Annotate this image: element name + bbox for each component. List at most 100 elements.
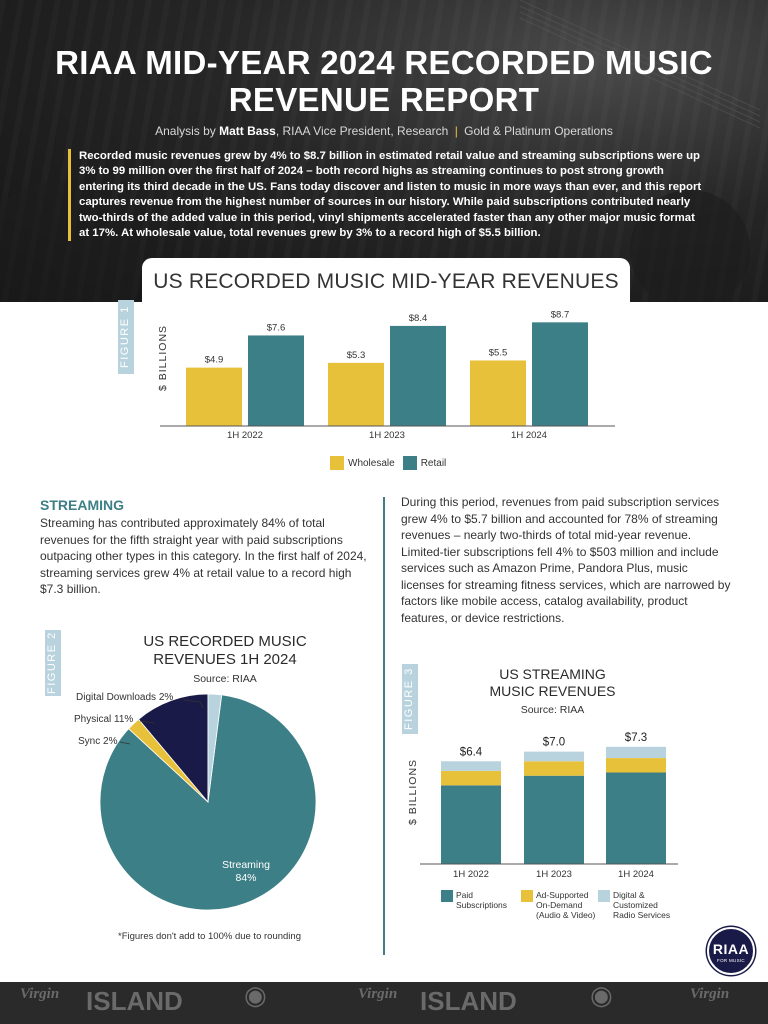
- footer-logo-island-1: ISLAND: [86, 986, 183, 1016]
- pie-label-streaming-name: Streaming: [222, 859, 270, 871]
- figure3-title-line1: US STREAMING: [499, 666, 606, 682]
- figure1-legend: Wholesale Retail: [330, 455, 446, 471]
- legend-swatch-ad-supported: [521, 890, 533, 902]
- leader-line-digital-downloads: [183, 699, 204, 709]
- bar-wholesale-1h-2022: [186, 367, 242, 426]
- legend-label-ad-supported: Ad-Supported On-Demand (Audio & Video): [536, 890, 595, 920]
- footer-logo-island-2: ISLAND: [420, 986, 517, 1016]
- stacked-bar-digital-customized-radio-services-1h-2023: [524, 751, 584, 762]
- bar-wholesale-1h-2024: [470, 360, 526, 426]
- footer-logo-virgin-1: Virgin: [20, 986, 60, 1002]
- figure3-title: US STREAMING MUSIC REVENUES: [440, 666, 665, 700]
- author-role: , RIAA Vice President, Research: [275, 124, 452, 138]
- bar-retail-1h-2024: [532, 322, 588, 426]
- legend-item-ad-supported: Ad-Supported On-Demand (Audio & Video): [521, 890, 595, 920]
- subscription-paragraph: During this period, revenues from paid s…: [401, 495, 731, 625]
- figure3-stacked-bar-chart: $6.4 1H 2022 $7.0 1H 2023 $7.3 1H 2024: [420, 732, 678, 880]
- pie-label-physical: Physical 11%: [74, 714, 134, 725]
- figure2-source: Source: RIAA: [193, 673, 257, 685]
- pie-slice-digital-downloads: [207, 693, 223, 803]
- figure1-label: FIGURE 1: [118, 300, 134, 374]
- data-label-retail-1h-2022: $7.6: [267, 322, 286, 333]
- byline-prefix: Analysis by: [155, 124, 220, 138]
- author-department: Gold & Platinum Operations: [460, 124, 613, 138]
- stacked-bar-paid-subscriptions-1h-2023: [524, 775, 584, 864]
- figure3-title-line2: MUSIC REVENUES: [489, 683, 616, 699]
- bar-wholesale-1h-2023: [328, 362, 384, 426]
- legend-item-wholesale: Wholesale: [330, 456, 395, 470]
- pie-label-streaming: Streaming 84%: [214, 859, 278, 885]
- legend-label-ad-line2: On-Demand: [536, 900, 583, 910]
- hero-banner: RIAA MID-YEAR 2024 RECORDED MUSIC REVENU…: [0, 0, 768, 302]
- legend-label-paid: Paid Subscriptions: [456, 890, 507, 910]
- legend-label-digital-line3: Radio Services: [613, 910, 671, 920]
- legend-label-wholesale: Wholesale: [348, 457, 395, 469]
- figure3-label: FIGURE 3: [402, 664, 418, 734]
- stacked-bar-paid-subscriptions-1h-2024: [606, 772, 666, 864]
- x-tick-label-1h-2023: 1H 2023: [536, 869, 572, 880]
- riaa-logo-tagline: FOR MUSIC: [717, 958, 745, 963]
- footer-logo-virgin-2: Virgin: [358, 986, 398, 1002]
- byline-separator: |: [454, 124, 458, 138]
- legend-item-retail: Retail: [402, 456, 447, 470]
- figure2-title-line2: REVENUES 1H 2024: [153, 651, 297, 668]
- pie-slice-physical: [138, 693, 209, 804]
- legend-item-paid-subscriptions: Paid Subscriptions: [441, 890, 507, 910]
- x-tick-label-1h-2023: 1H 2023: [369, 430, 405, 441]
- legend-swatch-digital-radio: [598, 890, 610, 902]
- legend-label-retail: Retail: [420, 457, 447, 469]
- x-tick-label-1h-2024: 1H 2024: [618, 869, 654, 880]
- bar-retail-1h-2023: [390, 325, 446, 426]
- pie-label-sync: Sync 2%: [78, 736, 118, 747]
- figure3-y-axis-label: $ BILLIONS: [407, 758, 419, 826]
- legend-label-paid-line1: Paid: [456, 890, 474, 900]
- legend-label-digital-radio: Digital & Customized Radio Services: [613, 890, 670, 920]
- pie-label-digital-downloads: Digital Downloads 2%: [76, 692, 174, 703]
- legend-swatch-retail: [402, 456, 417, 470]
- stacked-bar-ad-supported-on-demand-audio-video-1h-2023: [524, 761, 584, 776]
- riaa-logo-text: RIAA: [712, 941, 750, 957]
- legend-item-digital-radio: Digital & Customized Radio Services: [598, 890, 670, 920]
- author-name: Matt Bass: [219, 124, 276, 138]
- stacked-bar-digital-customized-radio-services-1h-2024: [606, 746, 666, 759]
- x-tick-label-1h-2022: 1H 2022: [453, 869, 489, 880]
- figure2-pie-chart: [99, 693, 317, 911]
- footer-record-icon-1: ◉: [244, 982, 267, 1010]
- data-label-wholesale-1h-2024: $5.5: [489, 347, 508, 358]
- x-tick-label-1h-2022: 1H 2022: [227, 430, 263, 441]
- stacked-bar-digital-customized-radio-services-1h-2022: [441, 761, 501, 771]
- data-label-wholesale-1h-2023: $5.3: [347, 350, 366, 361]
- legend-label-digital-line2: Customized: [613, 900, 658, 910]
- intro-paragraph: Recorded music revenues grew by 4% to $8…: [68, 149, 708, 242]
- total-label-1h-2024: $7.3: [625, 732, 647, 744]
- byline: Analysis by Matt Bass, RIAA Vice Preside…: [0, 124, 768, 138]
- figure2-label: FIGURE 2: [45, 630, 61, 696]
- bar-retail-1h-2022: [248, 335, 304, 426]
- streaming-paragraph: Streaming has contributed approximately …: [40, 516, 367, 596]
- report-title-line2: REVENUE REPORT: [228, 81, 540, 118]
- figure2-footnote: *Figures don't add to 100% due to roundi…: [118, 931, 301, 942]
- footer-logo-virgin-3: Virgin: [690, 986, 730, 1002]
- leader-line-physical: [139, 720, 155, 724]
- legend-label-ad-line1: Ad-Supported: [536, 890, 589, 900]
- footer-record-icon-2: ◉: [590, 982, 613, 1010]
- stacked-bar-paid-subscriptions-1h-2022: [441, 785, 501, 864]
- pie-label-streaming-pct: 84%: [235, 872, 257, 884]
- stacked-bar-ad-supported-on-demand-audio-video-1h-2024: [606, 758, 666, 773]
- figure3-source: Source: RIAA: [520, 704, 585, 716]
- legend-label-paid-line2: Subscriptions: [456, 900, 508, 910]
- data-label-retail-1h-2023: $8.4: [409, 313, 428, 324]
- legend-swatch-wholesale: [330, 456, 344, 470]
- label-logos-footer: Virgin ISLAND ◉ Virgin ISLAND ◉ Virgin: [0, 982, 768, 1024]
- column-divider: [383, 497, 385, 955]
- riaa-logo[interactable]: RIAA FOR MUSIC: [707, 927, 755, 975]
- figure2-title: US RECORDED MUSIC REVENUES 1H 2024: [110, 633, 340, 669]
- legend-label-digital-line1: Digital &: [613, 890, 645, 900]
- figure2-title-line1: US RECORDED MUSIC: [143, 633, 307, 650]
- data-label-wholesale-1h-2022: $4.9: [205, 355, 224, 366]
- figure1-title-tab: [142, 258, 630, 302]
- figure1-title: US RECORDED MUSIC MID-YEAR REVENUES: [153, 270, 619, 293]
- data-label-retail-1h-2024: $8.7: [551, 309, 570, 320]
- total-label-1h-2023: $7.0: [543, 737, 565, 749]
- x-tick-label-1h-2024: 1H 2024: [511, 430, 547, 441]
